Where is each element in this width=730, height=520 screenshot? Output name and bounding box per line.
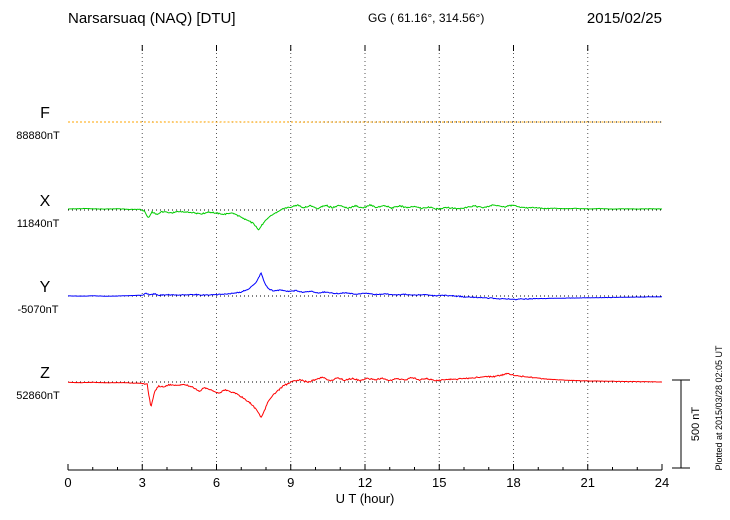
component-label-Y: Y	[40, 279, 51, 296]
trace-Y	[67, 271, 662, 301]
component-label-Z: Z	[40, 365, 50, 382]
x-tick-label: 15	[432, 475, 446, 490]
component-label-X: X	[40, 193, 51, 210]
x-tick-label: 6	[213, 475, 220, 490]
trace-X	[68, 203, 663, 231]
component-label-F: F	[40, 105, 50, 122]
component-value-Z: 52860nT	[16, 390, 60, 402]
trace-Z	[68, 372, 662, 419]
x-tick-label: 24	[655, 475, 669, 490]
x-tick-label: 9	[287, 475, 294, 490]
station-title: Narsarsuaq (NAQ) [DTU]	[68, 10, 236, 27]
component-value-Y: -5070nT	[18, 304, 59, 316]
x-tick-label: 21	[581, 475, 595, 490]
plot-area: 0 3 6 9 12 15 18 21 24 F 88880nT X 11840nT Y -5070nT Z 5…	[16, 45, 690, 490]
x-tick-label: 0	[64, 475, 71, 490]
plotted-at-note: Plotted at 2015/03/28 02:05 UT	[714, 345, 724, 471]
geographic-coords: GG ( 61.16°, 314.56°)	[368, 11, 484, 25]
component-value-X: 11840nT	[17, 218, 60, 230]
plot-date: 2015/02/25	[587, 10, 662, 27]
x-tick-label: 18	[506, 475, 520, 490]
component-value-F: 88880nT	[16, 130, 60, 142]
x-tick-label: 12	[358, 475, 372, 490]
x-axis-title: U T (hour)	[336, 491, 395, 506]
x-tick-label: 3	[139, 475, 146, 490]
scalebar-label: 500 nT	[690, 407, 702, 442]
